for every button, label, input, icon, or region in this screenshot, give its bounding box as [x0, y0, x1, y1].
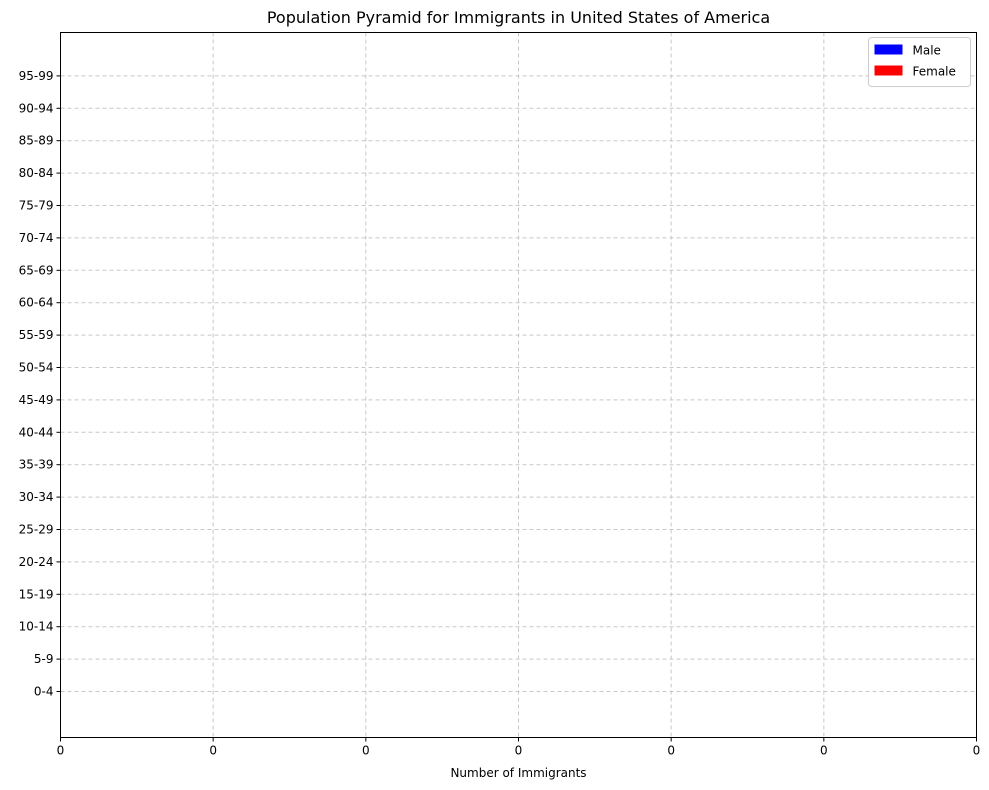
y-tick-label: 5-9 — [34, 652, 54, 666]
y-tick-label: 95-99 — [19, 69, 54, 83]
x-tick-label: 0 — [209, 744, 217, 758]
y-tick-label: 45-49 — [19, 393, 54, 407]
x-tick-label: 0 — [362, 744, 370, 758]
y-tick-label: 0-4 — [34, 685, 54, 699]
y-tick-label: 90-94 — [19, 101, 54, 115]
x-tick-label: 0 — [820, 744, 828, 758]
female-legend-label: Female — [913, 65, 956, 79]
y-tick-label: 15-19 — [19, 587, 54, 601]
y-tick-label: 25-29 — [19, 523, 54, 537]
x-tick-label: 0 — [667, 744, 675, 758]
x-tick-label: 0 — [515, 744, 523, 758]
female-legend-swatch — [874, 65, 903, 76]
x-axis-label: Number of Immigrants — [450, 766, 586, 780]
y-tick-label: 75-79 — [19, 199, 54, 213]
male-legend-swatch — [874, 44, 903, 55]
x-tick-label: 0 — [973, 744, 981, 758]
chart-title: Population Pyramid for Immigrants in Uni… — [267, 8, 770, 27]
y-tick-label: 10-14 — [19, 620, 54, 634]
y-tick-label: 55-59 — [19, 328, 54, 342]
y-axis-ticks: 0-4 5-9 10-14 15-19 20-24 25-29 30-34 35-39 40-4… — [19, 69, 61, 699]
y-tick-label: 70-74 — [19, 231, 54, 245]
y-tick-label: 30-34 — [19, 490, 54, 504]
y-tick-label: 40-44 — [19, 425, 54, 439]
y-tick-label: 80-84 — [19, 166, 54, 180]
y-tick-label: 50-54 — [19, 361, 54, 375]
male-legend-label: Male — [913, 44, 941, 58]
y-tick-label: 35-39 — [19, 458, 54, 472]
x-tick-label: 0 — [57, 744, 65, 758]
y-tick-label: 60-64 — [19, 296, 54, 310]
y-tick-label: 65-69 — [19, 263, 54, 277]
grid-layer — [60, 32, 977, 738]
x-axis-ticks: 0 0 0 0 0 0 0 — [57, 737, 981, 758]
y-tick-label: 85-89 — [19, 134, 54, 148]
y-tick-label: 20-24 — [19, 555, 54, 569]
legend: Male Female — [868, 37, 971, 87]
